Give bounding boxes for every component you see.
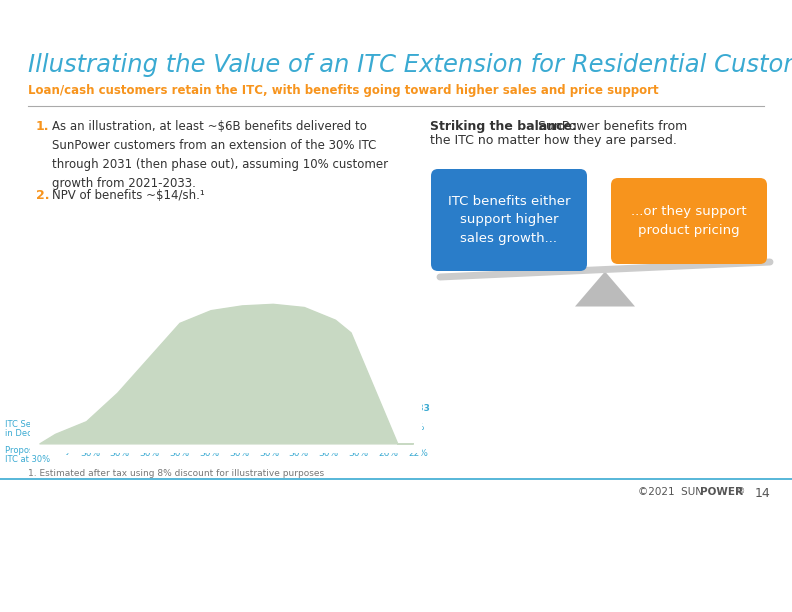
Text: 0%: 0%: [232, 423, 246, 432]
Text: 1.: 1.: [36, 120, 49, 133]
Text: Annual incremental ITC benefits
flowing to our residential customers
could add u: Annual incremental ITC benefits flowing …: [158, 317, 352, 383]
Text: ®: ®: [737, 487, 745, 496]
Text: 0%: 0%: [202, 423, 216, 432]
Text: 0%: 0%: [291, 423, 306, 432]
Text: 30%: 30%: [259, 449, 279, 458]
Text: in Dec 2020: in Dec 2020: [5, 429, 55, 438]
Text: ...or they support
product pricing: ...or they support product pricing: [631, 205, 747, 237]
Text: 0%: 0%: [143, 423, 157, 432]
FancyBboxPatch shape: [431, 169, 587, 271]
Text: 2023: 2023: [108, 404, 132, 413]
Text: As an illustration, at least ~$6B benefits delivered to
SunPower customers from : As an illustration, at least ~$6B benefi…: [52, 120, 388, 190]
Text: 0%: 0%: [381, 423, 395, 432]
Text: 26%: 26%: [379, 449, 398, 458]
Text: 22%: 22%: [408, 449, 428, 458]
Text: 0%: 0%: [411, 423, 425, 432]
Text: 30%: 30%: [200, 449, 219, 458]
Text: 22%: 22%: [110, 423, 130, 432]
Text: 30%: 30%: [229, 449, 249, 458]
Text: 0%: 0%: [173, 423, 187, 432]
Text: 2025: 2025: [167, 404, 192, 413]
Text: 2032: 2032: [375, 404, 401, 413]
Text: 30%: 30%: [318, 449, 339, 458]
Text: 26%: 26%: [80, 423, 100, 432]
Text: 0%: 0%: [322, 423, 336, 432]
Text: ITC at 30%: ITC at 30%: [5, 455, 50, 464]
Text: ITC benefits either
support higher
sales growth...: ITC benefits either support higher sales…: [447, 195, 570, 245]
Text: 1. Estimated after tax using 8% discount for illustrative purposes: 1. Estimated after tax using 8% discount…: [28, 469, 324, 478]
Text: 2027: 2027: [227, 404, 252, 413]
Text: 30%: 30%: [288, 449, 309, 458]
Text: Illustrating the Value of an ITC Extension for Residential Customers: Illustrating the Value of an ITC Extensi…: [28, 53, 792, 77]
Text: 2024: 2024: [137, 404, 162, 413]
Text: 0%: 0%: [351, 423, 366, 432]
Text: 14: 14: [755, 487, 771, 500]
Text: Loan/cash customers retain the ITC, with benefits going toward higher sales and : Loan/cash customers retain the ITC, with…: [28, 84, 659, 97]
Text: NPV of benefits ~$14/sh.¹: NPV of benefits ~$14/sh.¹: [52, 189, 205, 202]
Text: ©2021  SUN: ©2021 SUN: [638, 487, 703, 497]
Text: ITC Sect 25D - passed: ITC Sect 25D - passed: [5, 420, 97, 429]
Text: 2026: 2026: [197, 404, 222, 413]
Text: 2022: 2022: [78, 404, 102, 413]
Text: 2033: 2033: [406, 404, 430, 413]
Text: 2031: 2031: [346, 404, 371, 413]
Text: 2030: 2030: [316, 404, 341, 413]
Text: 0%: 0%: [261, 423, 276, 432]
Text: POWER: POWER: [700, 487, 743, 497]
Text: 30%: 30%: [80, 449, 100, 458]
Text: Proposed - 10-year: Proposed - 10-year: [5, 446, 85, 455]
FancyBboxPatch shape: [611, 178, 767, 264]
Text: 30%: 30%: [348, 449, 368, 458]
Text: 2.: 2.: [36, 189, 49, 202]
Text: 2029: 2029: [286, 404, 311, 413]
Text: the ITC no matter how they are parsed.: the ITC no matter how they are parsed.: [430, 134, 677, 147]
Text: 30%: 30%: [139, 449, 160, 458]
Text: 2028: 2028: [257, 404, 281, 413]
Polygon shape: [575, 272, 635, 307]
Text: 30%: 30%: [110, 449, 130, 458]
Text: 30%: 30%: [169, 449, 189, 458]
Text: SunPower benefits from: SunPower benefits from: [534, 120, 687, 133]
Text: Striking the balance:: Striking the balance:: [430, 120, 577, 133]
